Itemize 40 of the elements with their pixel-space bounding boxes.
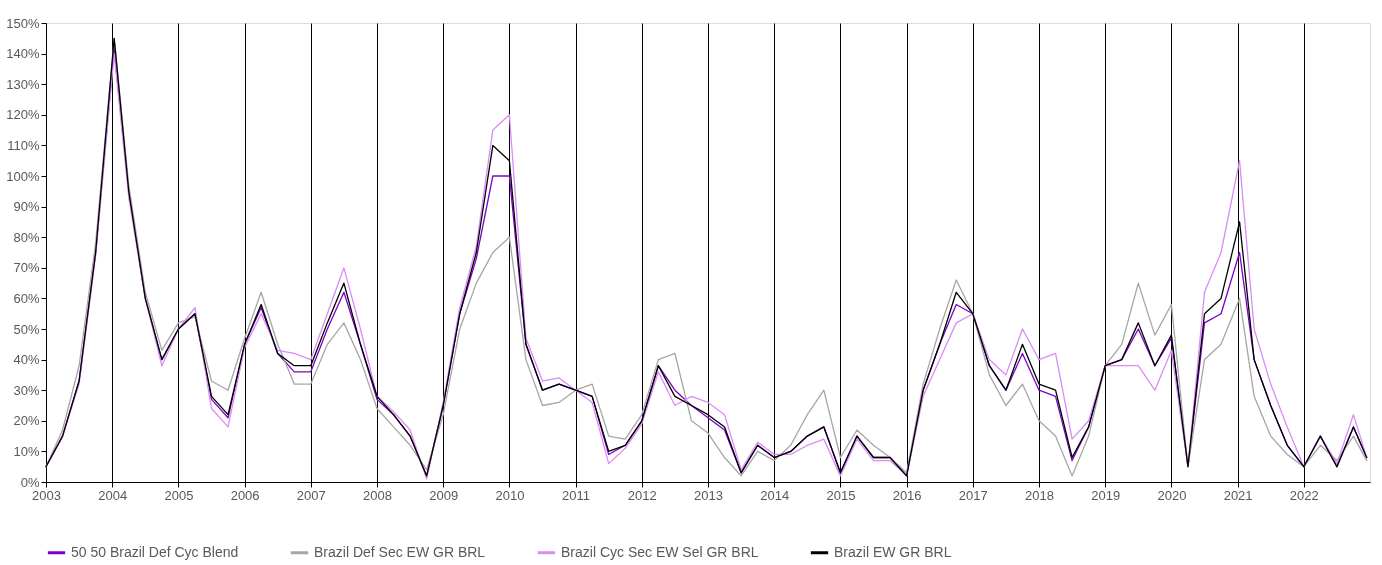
x-tick-label: 2017: [958, 487, 988, 503]
y-tick-label: 90%: [13, 199, 40, 215]
x-tick-label: 2006: [230, 487, 260, 503]
x-tick-label: 2013: [694, 487, 723, 503]
x-tick-label: 2019: [1091, 487, 1121, 503]
y-tick-label: 50%: [13, 321, 40, 337]
y-tick-label: 60%: [13, 290, 40, 306]
y-tick-label: 150%: [6, 15, 40, 31]
legend-label: Brazil Def Sec EW GR BRL: [314, 543, 486, 560]
y-tick-label: 70%: [13, 260, 40, 276]
x-tick-label: 2022: [1289, 487, 1319, 503]
y-tick-label: 110%: [7, 137, 40, 153]
y-tick-label: 130%: [6, 76, 40, 92]
y-tick-label: 20%: [13, 413, 40, 429]
x-tick-label: 2020: [1157, 487, 1187, 503]
x-tick-label: 2021: [1223, 487, 1253, 503]
x-tick-label: 2009: [429, 487, 459, 503]
legend-label: Brazil Cyc Sec EW Sel GR BRL: [561, 543, 759, 560]
y-tick-label: 120%: [6, 107, 40, 123]
y-tick-label: 10%: [13, 443, 40, 459]
x-tick-label: 2008: [363, 487, 392, 503]
x-tick-label: 2004: [98, 487, 128, 503]
legend-label: Brazil EW GR BRL: [834, 543, 952, 560]
y-tick-label: 30%: [13, 382, 40, 398]
y-tick-label: 100%: [6, 168, 40, 184]
y-tick-label: 80%: [13, 229, 40, 245]
x-tick-label: 2016: [892, 487, 922, 503]
x-tick-label: 2011: [562, 487, 591, 503]
y-tick-label: 0%: [20, 474, 40, 490]
x-tick-label: 2005: [164, 487, 194, 503]
x-tick-label: 2015: [826, 487, 856, 503]
x-tick-label: 2018: [1025, 487, 1054, 503]
x-tick-label: 2014: [760, 487, 790, 503]
x-tick-label: 2012: [627, 487, 657, 503]
y-tick-label: 140%: [6, 46, 40, 62]
x-tick-label: 2003: [32, 487, 61, 503]
legend-label: 50 50 Brazil Def Cyc Blend: [71, 543, 239, 560]
y-tick-label: 40%: [13, 352, 40, 368]
x-tick-label: 2007: [296, 487, 326, 503]
x-tick-label: 2010: [495, 487, 525, 503]
